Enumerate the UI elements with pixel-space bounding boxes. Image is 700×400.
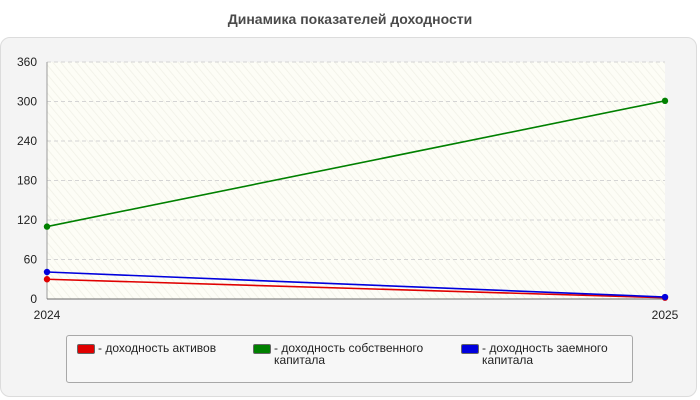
legend-item-equity: - доходность собственного капитала — [253, 342, 443, 366]
legend-label-assets: - доходность активов — [98, 341, 217, 355]
x-tick-label: 2025 — [652, 308, 679, 322]
data-point-2-1 — [661, 293, 669, 301]
series-line-1 — [46, 100, 666, 228]
y-tick-label: 0 — [30, 292, 37, 306]
x-tick-label: 2024 — [34, 308, 61, 322]
legend-swatch-debt — [461, 344, 479, 354]
data-point-1-1 — [661, 97, 669, 105]
series-line-2 — [46, 271, 666, 298]
legend-swatch-assets — [77, 344, 95, 354]
y-tick-label: 360 — [17, 55, 37, 69]
legend-item-assets: - доходность активов — [77, 342, 247, 354]
data-point-2-0 — [43, 268, 51, 276]
y-tick-label: 120 — [17, 213, 37, 227]
y-tick-label: 240 — [17, 134, 37, 148]
y-tick-label: 300 — [17, 95, 37, 109]
data-point-1-0 — [43, 223, 51, 230]
legend-label-equity: - доходность собственного капитала — [274, 341, 424, 367]
legend-swatch-equity — [253, 344, 271, 354]
chart-legend: - доходность активов - доходность собств… — [66, 335, 633, 383]
legend-item-debt: - доходность заемного капитала — [461, 342, 626, 366]
y-tick-label: 180 — [17, 174, 37, 188]
chart-title: Динамика показателей доходности — [227, 11, 473, 27]
series-line-0 — [46, 278, 666, 299]
legend-label-debt: - доходность заемного капитала — [482, 341, 608, 367]
y-tick-label: 60 — [24, 253, 38, 267]
data-point-0-0 — [43, 276, 51, 283]
